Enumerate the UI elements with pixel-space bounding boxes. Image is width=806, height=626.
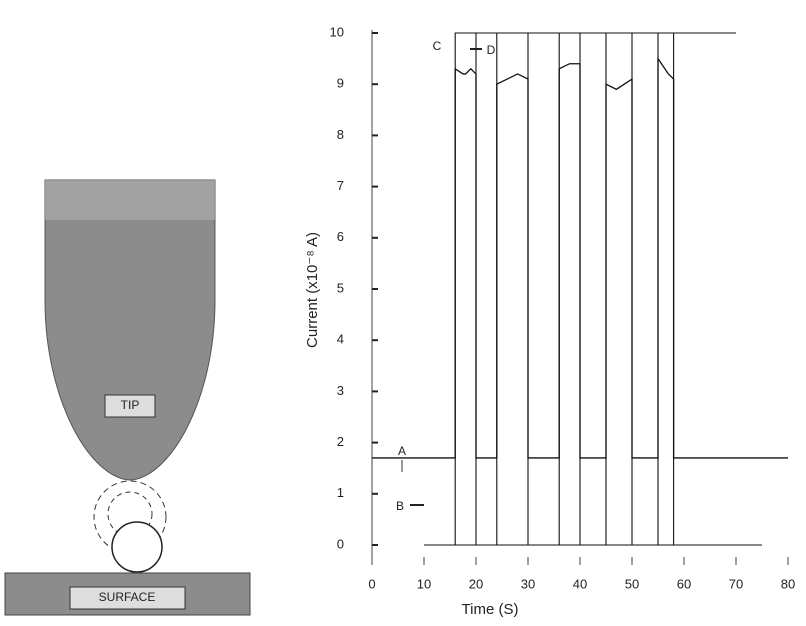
y-tick-label: 8 <box>337 127 344 142</box>
y-tick-label: 0 <box>337 536 344 551</box>
x-tick-label: 20 <box>469 576 483 591</box>
x-tick-label: 40 <box>573 576 587 591</box>
y-tick-label: 2 <box>337 434 344 449</box>
x-tick-label: 60 <box>677 576 691 591</box>
inner-dashed-circle <box>107 491 153 537</box>
surface-label: SURFACE <box>99 590 156 604</box>
y-tick-label: 6 <box>337 229 344 244</box>
sphere <box>111 521 163 573</box>
diagram: TIP SURFACE <box>4 179 251 616</box>
x-tick-label: 50 <box>625 576 639 591</box>
tip-label: TIP <box>121 398 140 412</box>
annotation: D <box>487 43 496 57</box>
annotation: B <box>396 499 404 513</box>
annotation: C <box>433 39 442 53</box>
tip-label-box <box>104 394 156 418</box>
x-tick-label: 10 <box>417 576 431 591</box>
tip-shape <box>44 179 216 481</box>
y-tick-label: 5 <box>337 280 344 295</box>
x-tick-label: 80 <box>781 576 795 591</box>
x-tick-label: 0 <box>368 576 375 591</box>
data-line <box>454 32 736 546</box>
y-axis-label: Current (x10⁻⁸ A) <box>304 232 321 348</box>
y-tick-label: 9 <box>337 76 344 91</box>
y-tick-label: 3 <box>337 383 344 398</box>
annotation: A <box>398 444 406 458</box>
x-axis-label: Time (S) <box>462 601 519 618</box>
y-tick-label: 10 <box>330 24 344 39</box>
tip-top <box>45 180 215 220</box>
dashed-circle <box>93 480 167 554</box>
surface-label-box <box>69 586 186 610</box>
x-tick-label: 30 <box>521 576 535 591</box>
y-tick-label: 7 <box>337 178 344 193</box>
y-tick-label: 1 <box>337 485 344 500</box>
x-tick-label: 70 <box>729 576 743 591</box>
y-tick-label: 4 <box>337 332 344 347</box>
